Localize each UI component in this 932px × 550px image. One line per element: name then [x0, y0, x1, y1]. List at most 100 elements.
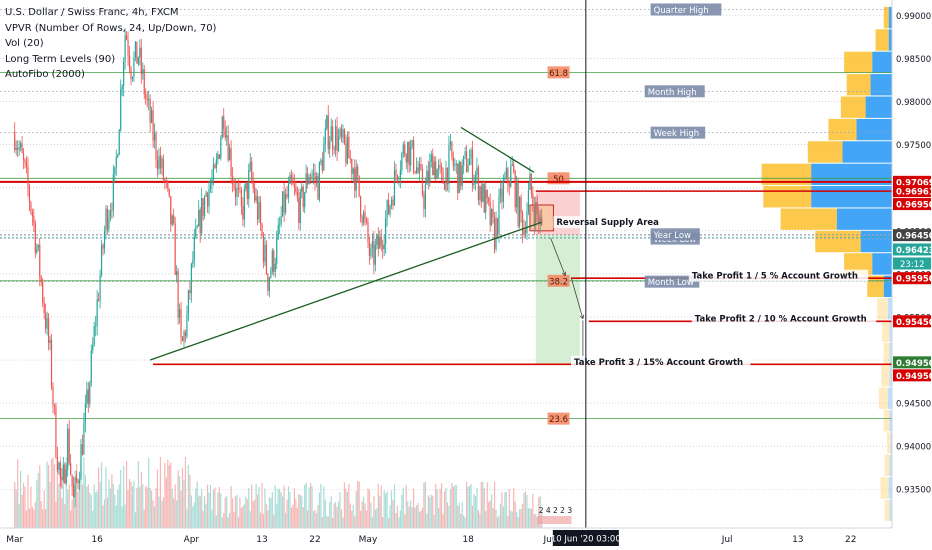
candle-body [267, 273, 269, 291]
candle-body [111, 210, 113, 212]
price-tag-label: 0.97069 [896, 178, 932, 188]
candle-body [145, 94, 147, 98]
candle-body [327, 115, 329, 150]
price-tag[interactable] [893, 356, 931, 369]
candle-body [100, 244, 103, 276]
volume-bar [287, 486, 290, 528]
candle-body [496, 218, 499, 235]
volume-profile-down [811, 186, 892, 208]
volume-profile-down [872, 51, 892, 74]
candle-body [352, 168, 354, 174]
volume-bar [395, 513, 397, 528]
price-tag-label: 0.94950 [896, 372, 932, 382]
candle-body [364, 212, 366, 219]
candle-body [513, 164, 515, 172]
price-tag[interactable] [893, 315, 931, 328]
volume-bar [178, 476, 181, 528]
volume-bar [452, 486, 454, 528]
volume-bar [99, 482, 101, 528]
volume-bar [72, 483, 75, 528]
candle-body [373, 240, 375, 265]
candle-body [491, 208, 493, 226]
legend-title[interactable]: U.S. Dollar / Swiss Franc, 4h, FXCM [5, 7, 179, 18]
candle-body [348, 136, 350, 159]
legend-long-term-levels[interactable]: Long Term Levels (90) [5, 53, 116, 65]
price-tag[interactable] [893, 369, 931, 382]
volume-bar [404, 514, 406, 528]
candle-body [312, 172, 315, 175]
volume-bar [479, 513, 481, 528]
volume-bar [324, 499, 326, 528]
volume-bar [221, 517, 223, 528]
candle-body [220, 138, 222, 159]
candle-body [81, 444, 84, 455]
candle-body [458, 161, 460, 194]
volume-bar [333, 503, 335, 528]
volume-bar [352, 504, 354, 528]
annotation-text: Take Profit 2 / 10 % Account Growth [695, 315, 867, 325]
price-tag[interactable] [893, 229, 931, 242]
volume-bar [25, 510, 28, 528]
candle-body [421, 169, 424, 195]
candle-body [535, 201, 537, 226]
candle-body [174, 223, 176, 275]
legend-vpvr[interactable]: VPVR (Number Of Rows, 24, Up/Down, 70) [5, 22, 217, 34]
trendline[interactable] [460, 126, 535, 173]
volume-bar [511, 511, 513, 528]
annotation-bg [691, 312, 877, 325]
candle-body [383, 244, 385, 250]
volume-bar [115, 505, 117, 528]
volume-bar [302, 507, 304, 528]
legend-vol[interactable]: Vol (20) [5, 38, 44, 49]
time-axis [0, 528, 932, 550]
volume-profile-up [815, 230, 861, 253]
period-level-box [650, 3, 722, 16]
candle-body [277, 225, 279, 239]
volume-bar [180, 490, 182, 528]
volume-bar [442, 514, 444, 528]
candle-body [387, 199, 390, 215]
candle-body [329, 141, 331, 150]
projection-arrow [570, 277, 584, 319]
candle-body [148, 99, 150, 101]
candle-body [151, 110, 153, 123]
price-tag[interactable] [893, 198, 931, 211]
candle-body [486, 189, 488, 198]
volume-bar [526, 495, 528, 528]
trendline[interactable] [149, 221, 542, 361]
candle-body [442, 171, 444, 184]
volume-bar [40, 500, 42, 528]
candle-body [501, 188, 503, 202]
volume-bar [449, 489, 452, 528]
candle-body [106, 208, 109, 230]
volume-bar [100, 462, 103, 528]
volume-bar [438, 507, 440, 528]
volume-bar [183, 480, 185, 528]
candle-body [152, 110, 154, 141]
candle-body [289, 175, 291, 184]
candle-body [212, 164, 215, 180]
volume-bar [136, 487, 138, 528]
volume-bar [98, 467, 100, 528]
candle-body [239, 189, 241, 191]
candle-body [516, 182, 518, 208]
trendlines[interactable] [149, 126, 542, 361]
candle-body [317, 175, 319, 200]
volume-bar [30, 486, 32, 528]
candle-body [24, 159, 26, 164]
volume-bar [20, 470, 22, 528]
price-tag[interactable] [893, 243, 931, 256]
volume-bar [411, 507, 413, 528]
candle-body [115, 157, 117, 167]
legend-autofibo[interactable]: AutoFibo (2000) [5, 69, 85, 80]
candle-body [99, 275, 101, 301]
candle-body [357, 166, 359, 176]
volume-bar [463, 515, 465, 528]
candle-body [332, 126, 334, 149]
price-tag[interactable] [893, 272, 931, 285]
candle-body [140, 47, 142, 74]
price-tag[interactable] [893, 185, 931, 198]
price-tag[interactable] [893, 175, 931, 188]
candle-body [374, 244, 376, 265]
